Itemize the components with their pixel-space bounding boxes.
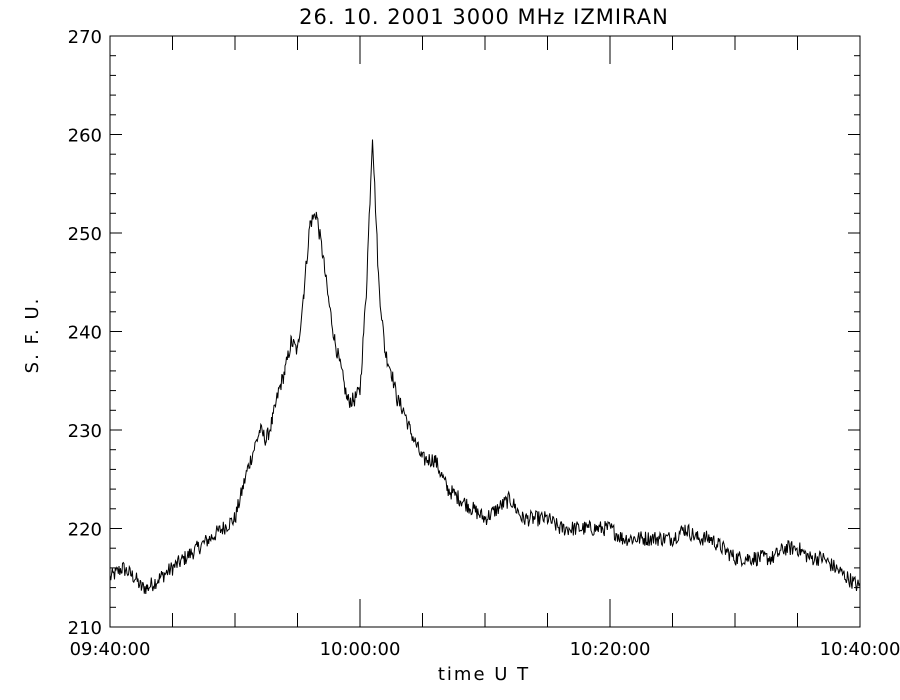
x-tick-label: 09:40:00 [70,639,151,660]
y-tick-label: 220 [68,520,102,541]
series-line [109,139,861,595]
y-tick-label: 270 [68,27,102,48]
y-tick-label: 260 [68,126,102,147]
y-tick-label: 250 [68,224,102,245]
chart-title: 26. 10. 2001 3000 MHz IZMIRAN [299,5,669,29]
plot-frame [109,35,861,628]
y-tick-label: 240 [68,323,102,344]
y-tick-label: 210 [68,618,102,639]
x-tick-label: 10:40:00 [820,639,900,660]
x-tick-label: 10:00:00 [320,639,401,660]
y-axis-label: S. F. U. [22,297,43,374]
x-axis-label: time U T [438,664,530,685]
y-tick-label: 230 [68,421,102,442]
x-tick-label: 10:20:00 [570,639,651,660]
